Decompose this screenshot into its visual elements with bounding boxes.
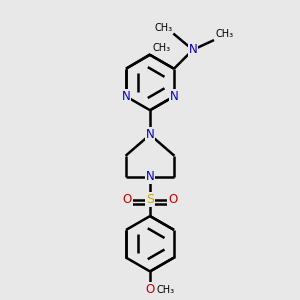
Text: S: S	[146, 193, 154, 206]
Text: CH₃: CH₃	[215, 29, 233, 39]
Text: N: N	[146, 128, 154, 141]
Text: CH₃: CH₃	[154, 22, 173, 33]
Text: CH₃: CH₃	[152, 43, 170, 53]
Text: O: O	[168, 193, 177, 206]
Text: N: N	[169, 90, 178, 103]
Text: N: N	[188, 43, 197, 56]
Text: N: N	[122, 90, 130, 103]
Text: CH₃: CH₃	[157, 285, 175, 295]
Text: N: N	[146, 170, 154, 184]
Text: O: O	[123, 193, 132, 206]
Text: O: O	[146, 283, 154, 296]
